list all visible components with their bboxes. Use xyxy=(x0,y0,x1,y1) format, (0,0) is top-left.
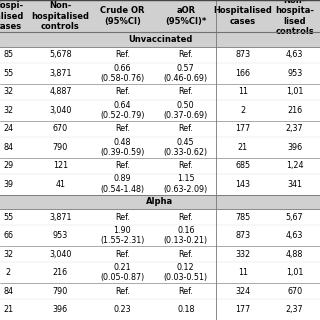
Text: 873: 873 xyxy=(235,50,251,59)
Text: 0.18: 0.18 xyxy=(177,305,195,314)
Text: 0.50
(0.37-0.69): 0.50 (0.37-0.69) xyxy=(164,100,208,120)
Text: 2: 2 xyxy=(240,106,245,115)
Text: 3,871: 3,871 xyxy=(49,213,72,222)
Text: Crude OR
(95%CI): Crude OR (95%CI) xyxy=(100,6,145,26)
Text: 4,88: 4,88 xyxy=(286,250,303,259)
Bar xyxy=(0,32,320,47)
Text: 873: 873 xyxy=(235,231,251,240)
Text: 41: 41 xyxy=(55,180,65,189)
Text: 29: 29 xyxy=(3,161,13,170)
Bar xyxy=(0,0,320,32)
Text: 11: 11 xyxy=(238,87,248,96)
Text: 0.12
(0.03-0.51): 0.12 (0.03-0.51) xyxy=(164,263,208,282)
Text: 396: 396 xyxy=(53,305,68,314)
Text: Ref.: Ref. xyxy=(178,87,193,96)
Text: 953: 953 xyxy=(287,69,302,78)
Text: 85: 85 xyxy=(4,50,13,59)
Text: 953: 953 xyxy=(53,231,68,240)
Text: 0.66
(0.58-0.76): 0.66 (0.58-0.76) xyxy=(100,64,145,83)
Text: 3,040: 3,040 xyxy=(49,250,72,259)
Text: 32: 32 xyxy=(4,87,13,96)
Text: 143: 143 xyxy=(235,180,250,189)
Text: Unvaccinated: Unvaccinated xyxy=(128,35,192,44)
Text: 11: 11 xyxy=(238,268,248,277)
Text: Ref.: Ref. xyxy=(115,213,130,222)
Text: 0.48
(0.39-0.59): 0.48 (0.39-0.59) xyxy=(100,138,145,157)
Text: 24: 24 xyxy=(4,124,13,133)
Text: 1.15
(0.63-2.09): 1.15 (0.63-2.09) xyxy=(164,174,208,194)
Text: 324: 324 xyxy=(235,286,251,296)
Text: 0.57
(0.46-0.69): 0.57 (0.46-0.69) xyxy=(164,64,208,83)
Text: 216: 216 xyxy=(287,106,302,115)
Text: 3,871: 3,871 xyxy=(49,69,72,78)
Text: 0.45
(0.33-0.62): 0.45 (0.33-0.62) xyxy=(164,138,208,157)
Text: Ref.: Ref. xyxy=(178,250,193,259)
Text: aOR
(95%CI)*: aOR (95%CI)* xyxy=(165,6,206,26)
Text: Non-
hospitalised
controls: Non- hospitalised controls xyxy=(31,1,89,31)
Text: Ref.: Ref. xyxy=(115,124,130,133)
Text: 0.21
(0.05-0.87): 0.21 (0.05-0.87) xyxy=(100,263,145,282)
Text: 790: 790 xyxy=(53,143,68,152)
Text: 66: 66 xyxy=(4,231,13,240)
Text: 790: 790 xyxy=(53,286,68,296)
Bar xyxy=(0,195,320,209)
Text: 670: 670 xyxy=(287,286,302,296)
Text: 21: 21 xyxy=(238,143,248,152)
Text: 341: 341 xyxy=(287,180,302,189)
Text: 1,01: 1,01 xyxy=(286,268,303,277)
Text: Ref.: Ref. xyxy=(115,250,130,259)
Text: 216: 216 xyxy=(53,268,68,277)
Text: 5,678: 5,678 xyxy=(49,50,72,59)
Text: 4,63: 4,63 xyxy=(286,231,303,240)
Text: Ref.: Ref. xyxy=(178,213,193,222)
Text: 0.23: 0.23 xyxy=(114,305,131,314)
Text: 84: 84 xyxy=(4,286,13,296)
Text: Non-
hospita-
lised
controls: Non- hospita- lised controls xyxy=(275,0,314,36)
Text: 32: 32 xyxy=(4,250,13,259)
Text: 785: 785 xyxy=(235,213,251,222)
Text: 1,01: 1,01 xyxy=(286,87,303,96)
Text: 21: 21 xyxy=(4,305,13,314)
Text: Ref.: Ref. xyxy=(178,286,193,296)
Text: Ref.: Ref. xyxy=(178,50,193,59)
Text: 0.16
(0.13-0.21): 0.16 (0.13-0.21) xyxy=(164,226,208,245)
Text: 1,24: 1,24 xyxy=(286,161,303,170)
Text: 4,63: 4,63 xyxy=(286,50,303,59)
Text: 55: 55 xyxy=(3,213,13,222)
Text: Ref.: Ref. xyxy=(178,161,193,170)
Text: 166: 166 xyxy=(235,69,250,78)
Text: 177: 177 xyxy=(235,124,251,133)
Text: 670: 670 xyxy=(53,124,68,133)
Text: 84: 84 xyxy=(4,143,13,152)
Text: 3,040: 3,040 xyxy=(49,106,72,115)
Text: 2: 2 xyxy=(6,268,11,277)
Text: Ref.: Ref. xyxy=(115,50,130,59)
Text: 177: 177 xyxy=(235,305,251,314)
Text: Hospitalised
cases: Hospitalised cases xyxy=(213,6,272,26)
Text: 396: 396 xyxy=(287,143,302,152)
Text: Hospi-
talised
cases: Hospi- talised cases xyxy=(0,1,25,31)
Text: 0.64
(0.52-0.79): 0.64 (0.52-0.79) xyxy=(100,100,145,120)
Text: 332: 332 xyxy=(235,250,251,259)
Text: 685: 685 xyxy=(235,161,251,170)
Text: 2,37: 2,37 xyxy=(286,305,303,314)
Text: Ref.: Ref. xyxy=(115,161,130,170)
Text: 121: 121 xyxy=(53,161,68,170)
Text: 4,887: 4,887 xyxy=(49,87,72,96)
Text: 2,37: 2,37 xyxy=(286,124,303,133)
Text: 1.90
(1.55-2.31): 1.90 (1.55-2.31) xyxy=(100,226,145,245)
Text: 39: 39 xyxy=(4,180,13,189)
Text: Alpha: Alpha xyxy=(147,197,173,206)
Text: 32: 32 xyxy=(4,106,13,115)
Text: 5,67: 5,67 xyxy=(286,213,303,222)
Text: 0.89
(0.54-1.48): 0.89 (0.54-1.48) xyxy=(100,174,144,194)
Text: Ref.: Ref. xyxy=(115,286,130,296)
Text: 55: 55 xyxy=(3,69,13,78)
Text: Ref.: Ref. xyxy=(178,124,193,133)
Text: Ref.: Ref. xyxy=(115,87,130,96)
